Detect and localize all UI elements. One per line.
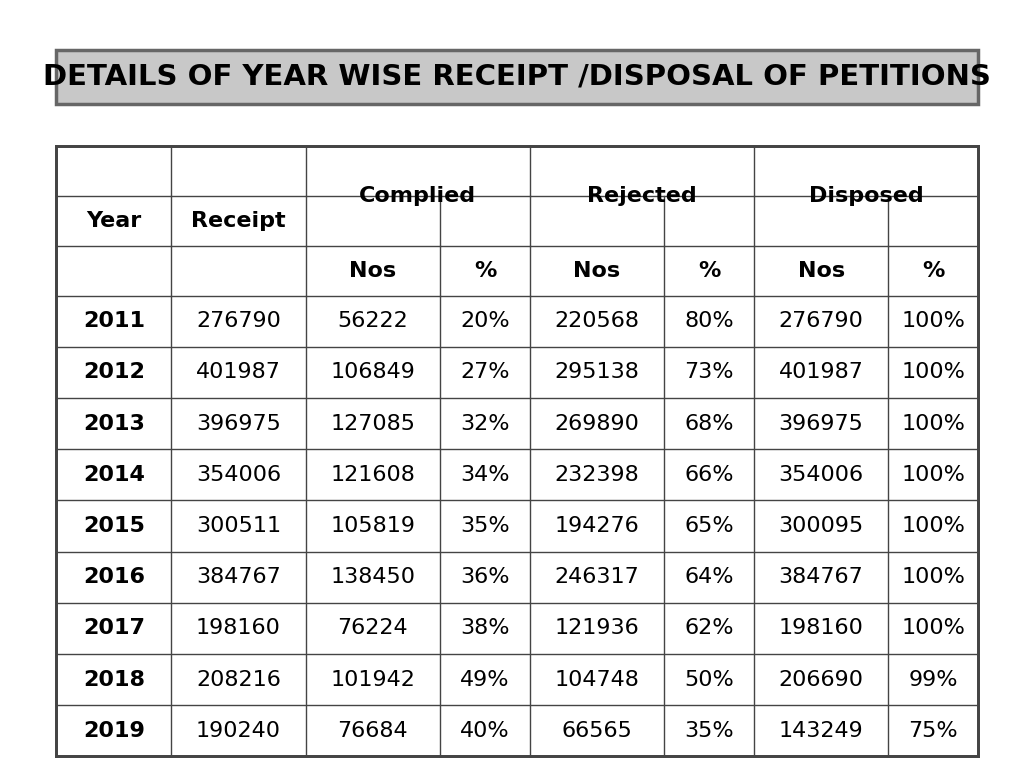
- Text: 2014: 2014: [83, 465, 144, 485]
- Bar: [56, 50, 978, 104]
- Text: 99%: 99%: [908, 670, 957, 690]
- Text: 198160: 198160: [196, 618, 281, 638]
- Text: 36%: 36%: [460, 568, 510, 588]
- Text: 66565: 66565: [561, 721, 633, 741]
- Text: 106849: 106849: [331, 362, 416, 382]
- Text: 246317: 246317: [555, 568, 639, 588]
- Text: 127085: 127085: [331, 413, 416, 434]
- Text: 40%: 40%: [460, 721, 510, 741]
- Text: 190240: 190240: [196, 721, 281, 741]
- Text: 101942: 101942: [331, 670, 416, 690]
- Text: 27%: 27%: [460, 362, 510, 382]
- Text: 34%: 34%: [460, 465, 510, 485]
- Text: 384767: 384767: [778, 568, 863, 588]
- Text: 121608: 121608: [331, 465, 416, 485]
- Text: 354006: 354006: [196, 465, 281, 485]
- Text: 80%: 80%: [684, 311, 734, 331]
- Text: 269890: 269890: [555, 413, 639, 434]
- Text: 105819: 105819: [331, 516, 416, 536]
- Text: 276790: 276790: [778, 311, 863, 331]
- Text: 401987: 401987: [778, 362, 863, 382]
- Text: 104748: 104748: [555, 670, 639, 690]
- Text: 2018: 2018: [83, 670, 144, 690]
- Text: 100%: 100%: [901, 568, 965, 588]
- Text: 66%: 66%: [684, 465, 734, 485]
- Text: Rejected: Rejected: [587, 186, 696, 206]
- Text: 354006: 354006: [778, 465, 863, 485]
- Text: 2013: 2013: [83, 413, 144, 434]
- Text: 208216: 208216: [196, 670, 281, 690]
- Text: Nos: Nos: [573, 260, 621, 280]
- Text: 75%: 75%: [908, 721, 957, 741]
- Text: 35%: 35%: [460, 516, 510, 536]
- Text: %: %: [697, 260, 720, 280]
- Text: 65%: 65%: [684, 516, 734, 536]
- Text: 50%: 50%: [684, 670, 734, 690]
- Text: 401987: 401987: [196, 362, 281, 382]
- Text: 138450: 138450: [331, 568, 416, 588]
- Text: 198160: 198160: [778, 618, 863, 638]
- Text: 384767: 384767: [197, 568, 281, 588]
- Text: 62%: 62%: [684, 618, 734, 638]
- Text: 300095: 300095: [778, 516, 863, 536]
- Text: 100%: 100%: [901, 618, 965, 638]
- Text: 143249: 143249: [778, 721, 863, 741]
- Text: 73%: 73%: [684, 362, 734, 382]
- Text: 38%: 38%: [460, 618, 510, 638]
- Text: 100%: 100%: [901, 311, 965, 331]
- Text: 35%: 35%: [684, 721, 734, 741]
- Text: 276790: 276790: [196, 311, 281, 331]
- Text: 49%: 49%: [460, 670, 510, 690]
- Text: 64%: 64%: [684, 568, 734, 588]
- Text: 56222: 56222: [338, 311, 409, 331]
- Text: 2016: 2016: [83, 568, 144, 588]
- Text: Complied: Complied: [359, 186, 476, 206]
- Text: 194276: 194276: [555, 516, 639, 536]
- Text: Nos: Nos: [798, 260, 845, 280]
- Text: Disposed: Disposed: [809, 186, 924, 206]
- Text: 396975: 396975: [778, 413, 863, 434]
- Text: 76224: 76224: [338, 618, 409, 638]
- Text: 68%: 68%: [684, 413, 734, 434]
- Text: %: %: [922, 260, 944, 280]
- Text: 396975: 396975: [196, 413, 281, 434]
- Text: Nos: Nos: [349, 260, 396, 280]
- Text: 295138: 295138: [555, 362, 639, 382]
- Text: 100%: 100%: [901, 465, 965, 485]
- Text: 76684: 76684: [338, 721, 409, 741]
- Text: 100%: 100%: [901, 362, 965, 382]
- Text: 232398: 232398: [555, 465, 639, 485]
- Text: 2011: 2011: [83, 311, 144, 331]
- Text: 20%: 20%: [460, 311, 510, 331]
- Text: Receipt: Receipt: [191, 210, 286, 230]
- Text: Year: Year: [86, 210, 141, 230]
- Bar: [56, 146, 978, 756]
- Text: 2012: 2012: [83, 362, 144, 382]
- Text: 121936: 121936: [555, 618, 639, 638]
- Text: 2019: 2019: [83, 721, 144, 741]
- Text: 220568: 220568: [555, 311, 640, 331]
- Text: 100%: 100%: [901, 516, 965, 536]
- Text: 32%: 32%: [460, 413, 510, 434]
- Text: 300511: 300511: [196, 516, 281, 536]
- Text: %: %: [474, 260, 497, 280]
- Text: 2017: 2017: [83, 618, 144, 638]
- Text: 100%: 100%: [901, 413, 965, 434]
- Text: 2015: 2015: [83, 516, 144, 536]
- Text: DETAILS OF YEAR WISE RECEIPT /DISPOSAL OF PETITIONS: DETAILS OF YEAR WISE RECEIPT /DISPOSAL O…: [43, 63, 991, 91]
- Text: 206690: 206690: [778, 670, 863, 690]
